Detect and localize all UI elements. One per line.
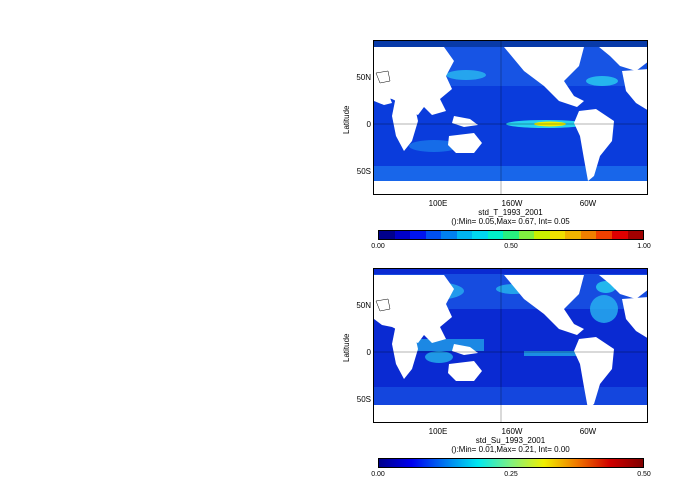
colorbar-temperature [378, 230, 644, 240]
x-tick-60w: 60W [579, 199, 597, 208]
colorbar-segment [518, 231, 535, 239]
colorbar-segment [441, 231, 457, 239]
x-tick-100e: 100E [428, 427, 448, 436]
colorbar-segment [549, 231, 566, 239]
colorbar-segment [456, 231, 473, 239]
map-title: std_T_1993_2001 ():Min= 0.05,Max= 0.67, … [373, 208, 648, 226]
colorbar-label-min: 0.00 [371, 471, 385, 478]
map-title-line2: ():Min= 0.01,Max= 0.21, Int= 0.00 [451, 445, 570, 454]
map-plot-salinity [373, 268, 648, 423]
colorbar-segment [410, 231, 426, 239]
colorbar-segment [379, 231, 395, 239]
y-tick-50s: 50S [356, 167, 371, 176]
colorbar-label-max: 0.50 [637, 471, 651, 478]
colorbar-segment [627, 231, 644, 239]
map-title-line2: ():Min= 0.05,Max= 0.67, Int= 0.05 [451, 217, 570, 226]
y-tick-0: 0 [366, 348, 371, 357]
colorbar-segment [425, 231, 442, 239]
map-svg-temperature [374, 41, 647, 194]
colorbar-segment [394, 231, 411, 239]
colorbar-segment [596, 231, 612, 239]
x-tick-160w: 160W [501, 427, 523, 436]
y-tick-50n: 50N [356, 73, 371, 82]
colorbar-segment [534, 231, 550, 239]
map-title-line1: std_T_1993_2001 [478, 208, 543, 217]
y-tick-0: 0 [366, 120, 371, 129]
map-svg-salinity [374, 269, 647, 422]
colorbar-label-mid: 0.50 [504, 243, 518, 250]
map-title: std_Su_1993_2001 ():Min= 0.01,Max= 0.21,… [373, 436, 648, 454]
y-tick-50s: 50S [356, 395, 371, 404]
colorbar-label-max: 1.00 [637, 243, 651, 250]
colorbar-label-mid: 0.25 [504, 471, 518, 478]
colorbar-salinity [378, 458, 644, 468]
colorbar-segment [611, 231, 628, 239]
x-tick-100e: 100E [428, 199, 448, 208]
map-title-line1: std_Su_1993_2001 [475, 436, 546, 445]
x-tick-160w: 160W [501, 199, 523, 208]
colorbar-segment [472, 231, 488, 239]
map-plot-temperature [373, 40, 648, 195]
y-tick-50n: 50N [356, 301, 371, 310]
colorbar-segment [487, 231, 504, 239]
x-tick-60w: 60W [579, 427, 597, 436]
colorbar-segment [580, 231, 597, 239]
colorbar-label-min: 0.00 [371, 243, 385, 250]
colorbar-segment [503, 231, 519, 239]
colorbar-segment [565, 231, 581, 239]
